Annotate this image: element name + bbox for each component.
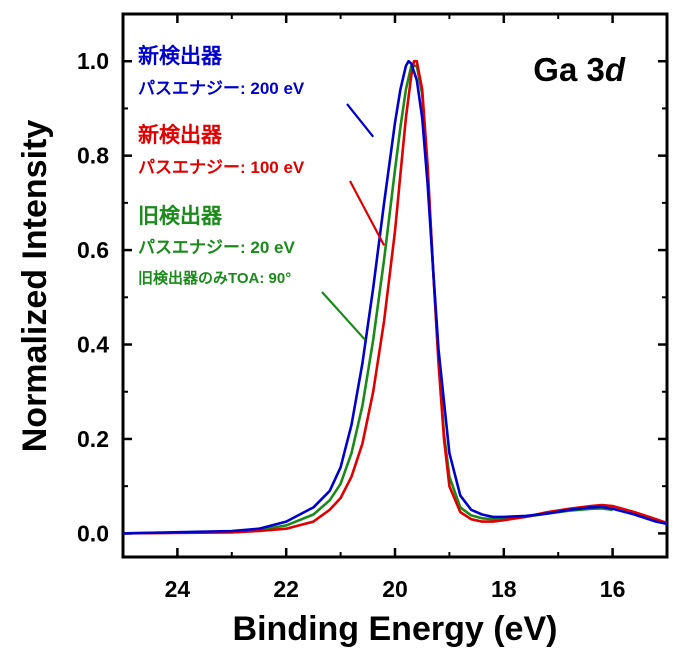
- legend-blue-line1: 新検出器: [138, 44, 223, 68]
- y-tick-label: 1.0: [77, 48, 109, 74]
- legend-leader-line: [321, 291, 366, 341]
- legend-red-line1: 新検出器: [138, 123, 223, 147]
- series-lines: [122, 59, 668, 535]
- legend-blue-line2: パスエナジー: 200 eV: [138, 79, 305, 98]
- x-tick-label: 16: [600, 576, 626, 602]
- y-tick-label: 0.4: [77, 332, 109, 358]
- y-tick-label: 0.0: [77, 520, 109, 546]
- panel-label-italic: d: [605, 51, 626, 88]
- x-tick-label: 24: [165, 576, 191, 602]
- panel-label-prefix: Ga 3: [533, 51, 605, 88]
- legend-green-line1: 旧検出器: [138, 204, 223, 228]
- legend-entry-red: 新検出器 パスエナジー: 100 eV: [138, 123, 305, 177]
- legend-leader-line: [349, 180, 386, 246]
- legend-leader-lines: [321, 103, 386, 341]
- y-tick-label: 0.2: [77, 426, 109, 452]
- panel-label: Ga 3d: [533, 51, 626, 88]
- y-tick-label: 0.8: [77, 143, 109, 169]
- y-axis-title: Normalized Intensity: [16, 120, 54, 453]
- y-tick-label: 0.6: [77, 237, 109, 263]
- x-tick-label: 20: [382, 576, 408, 602]
- x-tick-label: 22: [273, 576, 299, 602]
- legend-green-line2: パスエナジー: 20 eV: [138, 238, 295, 257]
- legend-entry-blue: 新検出器 パスエナジー: 200 eV: [138, 44, 305, 98]
- legend-entry-green: 旧検出器 パスエナジー: 20 eV 旧検出器のみTOA: 90°: [138, 204, 295, 287]
- x-tick-label: 18: [491, 576, 517, 602]
- x-axis-title: Binding Energy (eV): [233, 610, 558, 648]
- legend-green-line3: 旧検出器のみTOA: 90°: [138, 269, 291, 287]
- series-line: [122, 59, 668, 535]
- y-axis-ticks: 0.0 0.2 0.4 0.6 0.8 1.0: [77, 48, 667, 546]
- legend-leader-line: [346, 103, 375, 138]
- legend-red-line2: パスエナジー: 100 eV: [138, 158, 305, 177]
- x-axis-ticks: 24 22 20 18 16: [165, 14, 626, 602]
